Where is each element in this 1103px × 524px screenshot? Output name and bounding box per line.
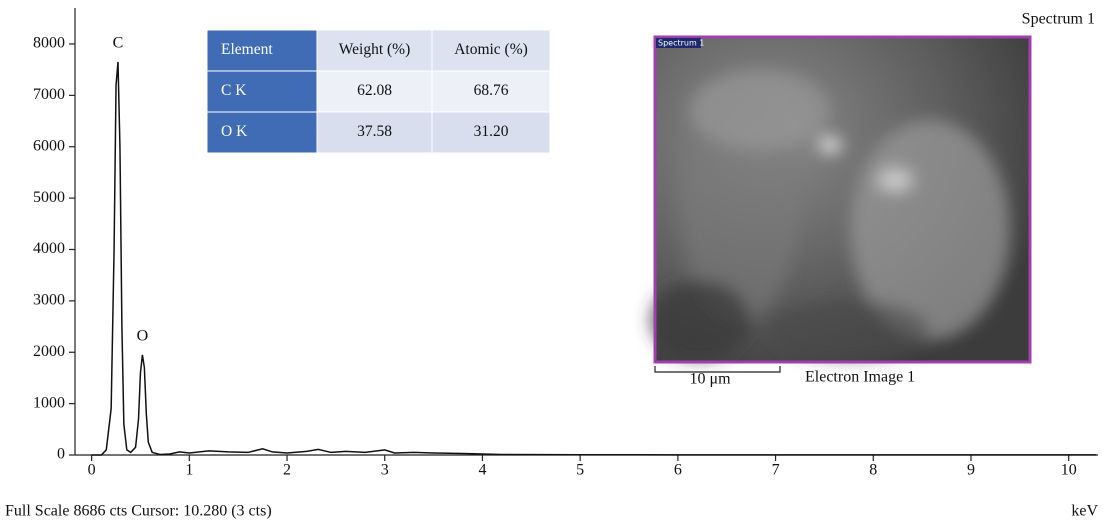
table-text: 37.58	[357, 123, 392, 140]
chart: Spectrum 1 Element Weight (%) Atomic (%) C …	[0, 0, 1103, 524]
y-tick-label: 5000	[33, 189, 65, 206]
table-text: Atomic (%)	[454, 41, 528, 58]
x-tick-label: 10	[1061, 462, 1077, 479]
y-tick-label: 4000	[33, 240, 65, 257]
y-tick-label: 8000	[33, 35, 65, 52]
x-tick-label: 6	[674, 462, 682, 479]
x-tick-label: 9	[967, 462, 975, 479]
x-tick-label: 2	[283, 462, 291, 479]
table-text: O K	[221, 123, 248, 140]
x-tick-label: 7	[772, 462, 780, 479]
table-text: Weight (%)	[339, 41, 411, 58]
peak-label: O	[137, 327, 149, 344]
x-tick-label: 4	[478, 462, 486, 479]
scale-label: 10 μm	[689, 371, 731, 388]
x-unit: keV	[1071, 503, 1098, 520]
image-tag: Spectrum 1	[658, 39, 704, 48]
y-tick-label: 0	[57, 446, 65, 463]
electron-image: Spectrum 1 10 μm Electron Image 1	[650, 37, 1030, 388]
table-text: 31.20	[474, 123, 509, 140]
table-text: 68.76	[474, 82, 509, 99]
x-tick-label: 3	[381, 462, 389, 479]
table-text: 62.08	[357, 82, 392, 99]
y-tick-label: 2000	[33, 343, 65, 360]
image-caption: Electron Image 1	[805, 369, 915, 386]
inset-table: Element Weight (%) Atomic (%) C K 62.08 68.76…	[207, 30, 550, 153]
peak-label: C	[113, 35, 124, 52]
x-tick-label: 0	[88, 462, 96, 479]
table-text: C K	[221, 82, 247, 99]
x-tick-label: 8	[869, 462, 877, 479]
y-tick-label: 6000	[33, 137, 65, 154]
spectrum-title: Spectrum 1	[1022, 11, 1095, 28]
footer-status: Full Scale 8686 cts Cursor: 10.280 (3 ct…	[5, 503, 272, 520]
x-tick-label: 5	[576, 462, 584, 479]
y-tick-label: 3000	[33, 292, 65, 309]
y-tick-label: 7000	[33, 86, 65, 103]
x-tick-label: 1	[185, 462, 193, 479]
y-tick-label: 1000	[33, 394, 65, 411]
table-text: Element	[221, 41, 273, 58]
